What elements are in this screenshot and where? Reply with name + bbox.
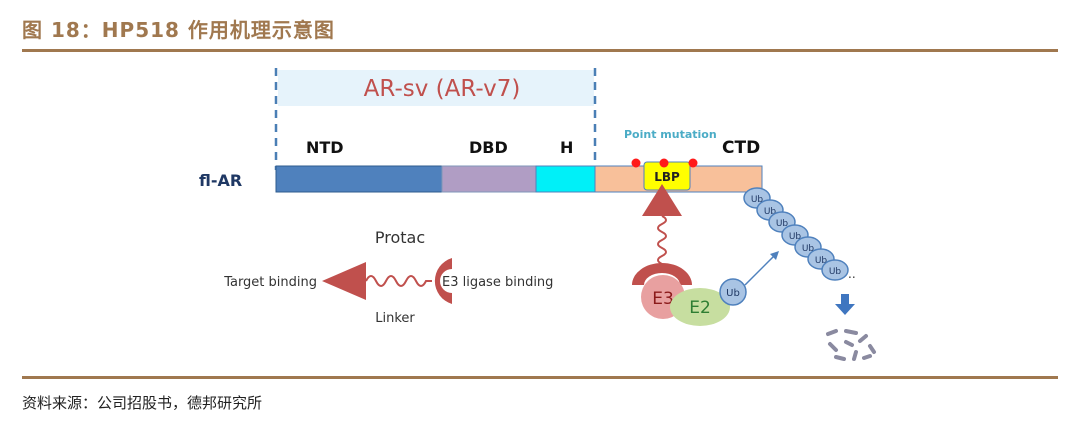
degraded-fragments [826, 329, 876, 361]
transfer-arrow [744, 253, 777, 286]
transfer-arrowhead [770, 251, 779, 260]
top-divider [22, 49, 1058, 52]
figure-title: 图 18：HP518 作用机理示意图 [22, 18, 335, 42]
source-note: 资料来源：公司招股书，德邦研究所 [22, 394, 263, 412]
ntd-domain [275, 165, 443, 193]
ub-chain: Ub Ub Ub Ub Ub Ub Ub .. [743, 187, 856, 281]
dbd-domain [441, 165, 537, 193]
svg-text:Ub: Ub [776, 219, 789, 229]
e3-ligand-arc [632, 263, 692, 285]
point-mutation-label: Point mutation [624, 128, 717, 141]
svg-text:Ub: Ub [751, 195, 764, 205]
svg-text:Ub: Ub [802, 244, 815, 254]
svg-text:Ub: Ub [789, 232, 802, 242]
h-domain [535, 165, 596, 193]
target-binding-triangle-bound [642, 184, 682, 216]
e3-ligase-binder [434, 258, 452, 304]
ar-sv-label: AR-sv (AR-v7) [364, 76, 521, 102]
e3-ligase-binding-label: E3 ligase binding [442, 275, 553, 290]
svg-text:Ub: Ub [829, 267, 842, 277]
linker-label: Linker [375, 311, 415, 326]
dbd-label: DBD [469, 138, 508, 157]
protac-title: Protac [375, 228, 425, 247]
target-binding-triangle [322, 262, 366, 300]
bottom-divider [22, 376, 1058, 379]
svg-text:Ub: Ub [815, 256, 828, 266]
target-binding-label: Target binding [223, 275, 317, 290]
ub-free [719, 278, 747, 306]
svg-text:..: .. [848, 267, 856, 281]
fl-ar-label: fl-AR [199, 171, 242, 190]
ctd-label: CTD [722, 138, 760, 158]
ntd-label: NTD [306, 138, 344, 157]
linker [365, 275, 432, 287]
e3-label: E3 [652, 289, 674, 309]
ub-free-label: Ub [726, 288, 740, 299]
e2-label: E2 [689, 298, 711, 318]
ar-sv-band [278, 70, 594, 106]
svg-text:Ub: Ub [764, 207, 777, 217]
e2-enzyme [670, 288, 730, 326]
degradation-arrow [835, 294, 855, 315]
point-mutation-markers [631, 158, 698, 168]
h-label: H [560, 138, 573, 157]
linker-bound [657, 215, 667, 265]
lbp-label: LBP [654, 170, 680, 184]
